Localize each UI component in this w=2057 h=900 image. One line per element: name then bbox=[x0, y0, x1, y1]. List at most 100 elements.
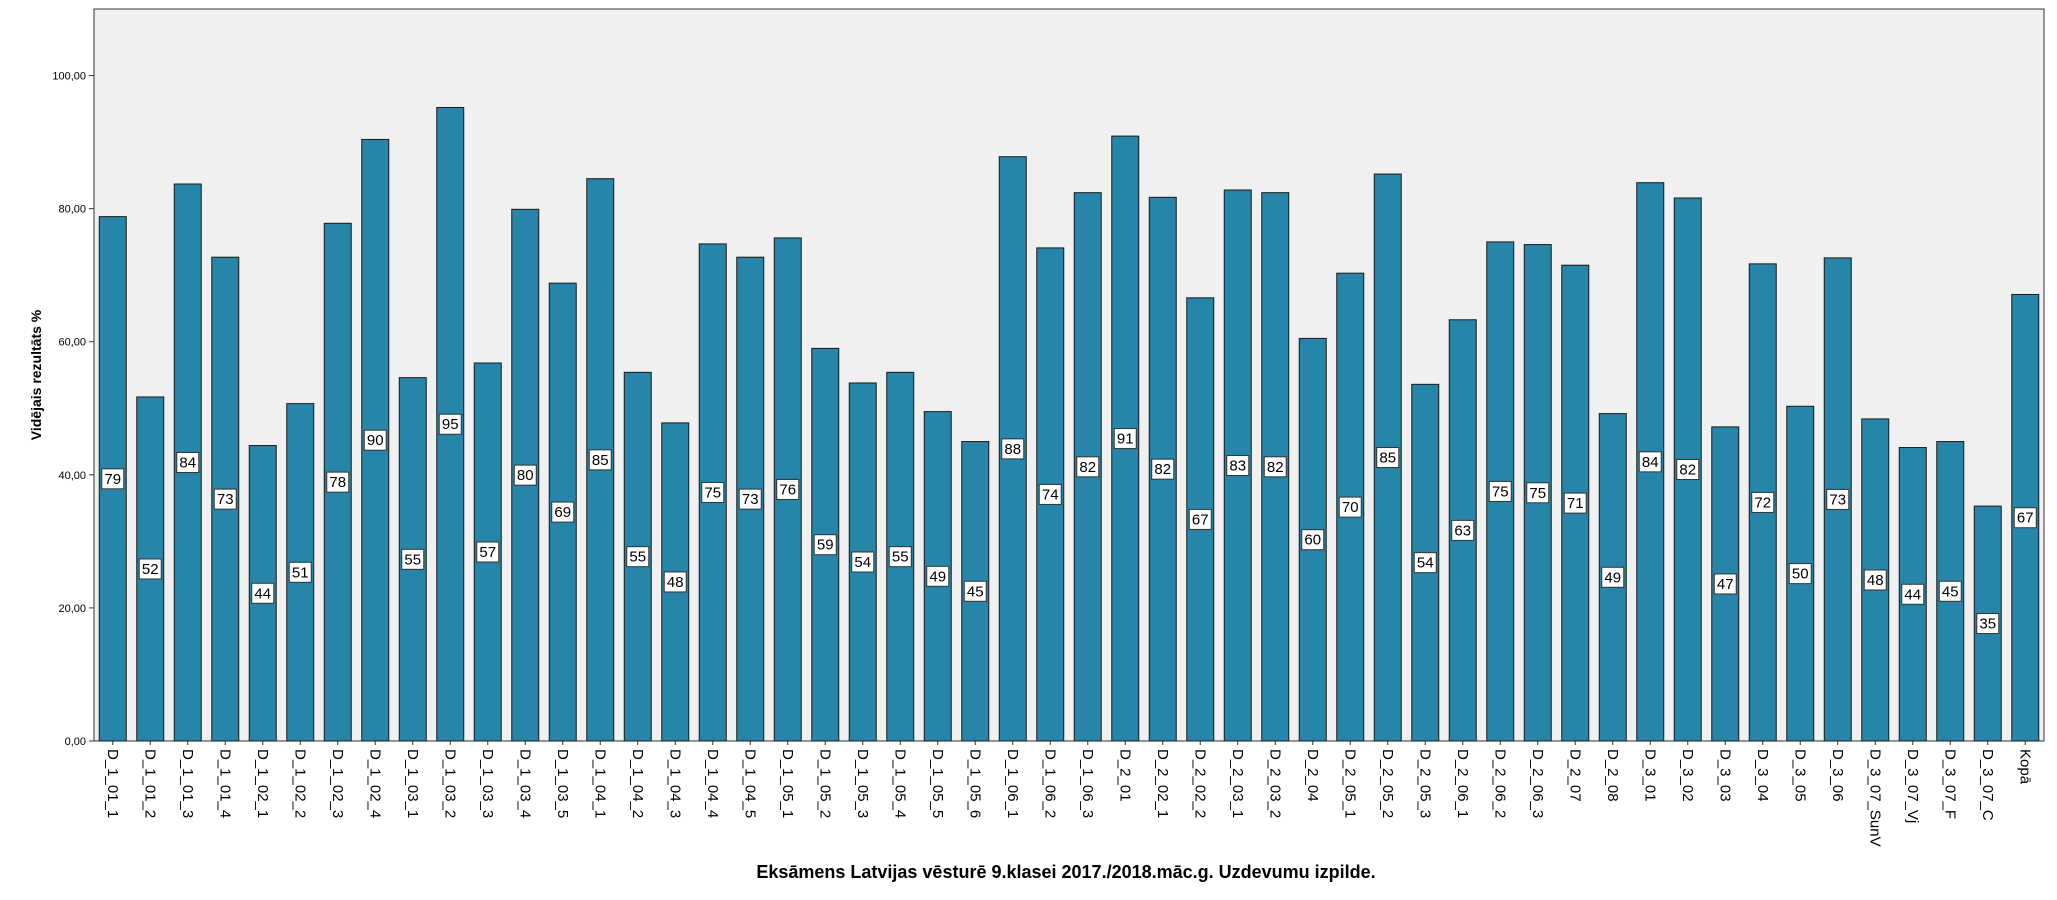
data-label-box bbox=[251, 582, 275, 604]
data-label-box bbox=[2013, 507, 2037, 529]
data-label-box bbox=[101, 468, 125, 490]
data-label-box bbox=[213, 488, 237, 510]
x-tick-label: D_1_05_1 bbox=[779, 749, 796, 818]
x-tick-label: D_1_06_2 bbox=[1041, 749, 1058, 818]
data-label: 47 bbox=[1717, 576, 1734, 593]
data-label-box bbox=[663, 571, 687, 593]
data-label: 82 bbox=[1267, 459, 1284, 476]
x-tick-label: D_1_01_3 bbox=[179, 749, 196, 818]
data-label: 69 bbox=[554, 504, 571, 521]
x-tick-label: D_1_01_1 bbox=[104, 749, 121, 818]
x-tick-label: D_1_02_4 bbox=[366, 749, 383, 818]
data-label: 44 bbox=[254, 585, 271, 602]
x-tick-label: D_2_05_3 bbox=[1416, 749, 1433, 818]
data-label-box bbox=[1263, 456, 1287, 478]
data-label-box bbox=[963, 580, 987, 602]
data-label: 55 bbox=[892, 549, 909, 566]
data-label-box bbox=[1188, 508, 1212, 530]
x-tick-label: D_2_06_3 bbox=[1529, 749, 1546, 818]
x-tick-label: D_1_01_2 bbox=[141, 749, 158, 818]
data-label: 75 bbox=[1529, 485, 1546, 502]
y-axis-title: Vidējais rezultāts % bbox=[28, 309, 44, 440]
data-label-box bbox=[1938, 580, 1962, 602]
y-tick-label: 20,00 bbox=[58, 603, 86, 615]
x-tick-label: D_3_07_Vj bbox=[1904, 749, 1921, 823]
y-tick-label: 0,00 bbox=[65, 736, 86, 748]
data-label-box bbox=[438, 413, 462, 435]
data-label: 49 bbox=[929, 568, 946, 585]
data-label: 90 bbox=[367, 432, 384, 449]
data-label: 55 bbox=[404, 551, 421, 568]
y-tick-label: 80,00 bbox=[58, 204, 86, 216]
data-label-box bbox=[1413, 552, 1437, 574]
data-label: 79 bbox=[104, 471, 121, 488]
data-label-box bbox=[1338, 496, 1362, 518]
data-label-box bbox=[1863, 569, 1887, 591]
x-tick-label: D_1_04_1 bbox=[591, 749, 608, 818]
x-tick-label: D_2_05_2 bbox=[1379, 749, 1396, 818]
data-label-box bbox=[1001, 438, 1025, 460]
x-tick-label: D_2_02_2 bbox=[1191, 749, 1208, 818]
x-tick-label: D_3_07_SunV bbox=[1866, 749, 1883, 847]
data-label: 63 bbox=[1454, 522, 1471, 539]
data-label: 82 bbox=[1154, 461, 1171, 478]
data-label-box bbox=[888, 546, 912, 568]
data-label: 88 bbox=[1004, 441, 1021, 458]
x-tick-label: D_1_04_3 bbox=[666, 749, 683, 818]
data-label: 82 bbox=[1079, 459, 1096, 476]
data-label: 82 bbox=[1679, 461, 1696, 478]
x-tick-label: D_2_01 bbox=[1116, 749, 1133, 802]
data-label-box bbox=[288, 561, 312, 583]
x-tick-label: D_2_08 bbox=[1604, 749, 1621, 802]
x-tick-label: D_1_05_4 bbox=[891, 749, 908, 818]
data-label-box bbox=[176, 452, 200, 474]
data-label: 85 bbox=[1379, 450, 1396, 467]
data-label: 84 bbox=[179, 455, 196, 472]
x-tick-label: D_1_02_2 bbox=[291, 749, 308, 818]
data-label: 67 bbox=[1192, 511, 1209, 528]
x-tick-label: D_2_03_1 bbox=[1229, 749, 1246, 818]
data-label-box bbox=[138, 558, 162, 580]
x-tick-label: D_2_06_1 bbox=[1454, 749, 1471, 818]
x-tick-label: D_3_04 bbox=[1754, 749, 1771, 802]
x-tick-label: D_1_03_3 bbox=[479, 749, 496, 818]
x-tick-label: D_3_03 bbox=[1716, 749, 1733, 802]
data-label: 55 bbox=[629, 549, 646, 566]
x-tick-label: Kopā bbox=[2016, 749, 2033, 785]
data-label-box bbox=[1751, 491, 1775, 513]
data-label-box bbox=[1451, 519, 1475, 541]
data-label: 48 bbox=[667, 574, 684, 591]
data-label: 59 bbox=[817, 537, 834, 554]
data-label-box bbox=[1826, 488, 1850, 510]
data-label: 52 bbox=[142, 561, 159, 578]
data-label-box bbox=[851, 551, 875, 573]
data-label: 73 bbox=[217, 491, 234, 508]
x-tick-label: D_2_02_1 bbox=[1154, 749, 1171, 818]
data-label-box bbox=[926, 565, 950, 587]
data-label-box bbox=[1226, 455, 1250, 477]
data-label-box bbox=[1563, 492, 1587, 514]
data-label: 73 bbox=[742, 491, 759, 508]
x-tick-label: D_1_04_4 bbox=[704, 749, 721, 818]
x-tick-label: D_1_02_1 bbox=[254, 749, 271, 818]
data-label: 50 bbox=[1792, 566, 1809, 583]
data-label: 84 bbox=[1642, 454, 1659, 471]
data-label-box bbox=[1638, 451, 1662, 473]
data-label-box bbox=[1901, 583, 1925, 605]
data-label: 54 bbox=[854, 554, 871, 571]
data-label-box bbox=[1488, 480, 1512, 502]
x-tick-label: D_1_05_6 bbox=[966, 749, 983, 818]
bars-group: 79 52 84 73 44 51 78 90 55 95 57 80 69 85 55 48 75 73 76 59… bbox=[98, 106, 2040, 742]
y-tick-label: 60,00 bbox=[58, 337, 86, 349]
x-tick-label: D_1_04_2 bbox=[629, 749, 646, 818]
x-tick-label: D_2_04 bbox=[1304, 749, 1321, 802]
x-axis-title: Eksāmens Latvijas vēsturē 9.klasei 2017.… bbox=[756, 862, 1375, 882]
data-label: 83 bbox=[1229, 458, 1246, 475]
x-tick-label: D_1_05_2 bbox=[816, 749, 833, 818]
data-label-box bbox=[1301, 529, 1325, 551]
data-label: 57 bbox=[479, 544, 496, 561]
x-tick-label: D_1_06_3 bbox=[1079, 749, 1096, 818]
x-tick-label: D_3_01 bbox=[1641, 749, 1658, 802]
data-label: 76 bbox=[779, 481, 796, 498]
